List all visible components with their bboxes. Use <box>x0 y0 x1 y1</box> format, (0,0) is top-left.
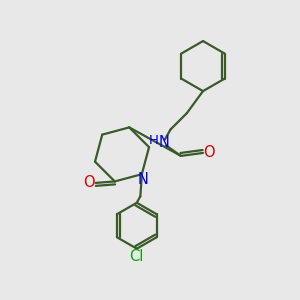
Text: H: H <box>149 134 159 147</box>
Text: O: O <box>83 176 95 190</box>
Text: N: N <box>138 172 149 187</box>
Text: O: O <box>203 145 215 160</box>
Text: N: N <box>158 135 169 150</box>
Text: Cl: Cl <box>130 249 144 264</box>
